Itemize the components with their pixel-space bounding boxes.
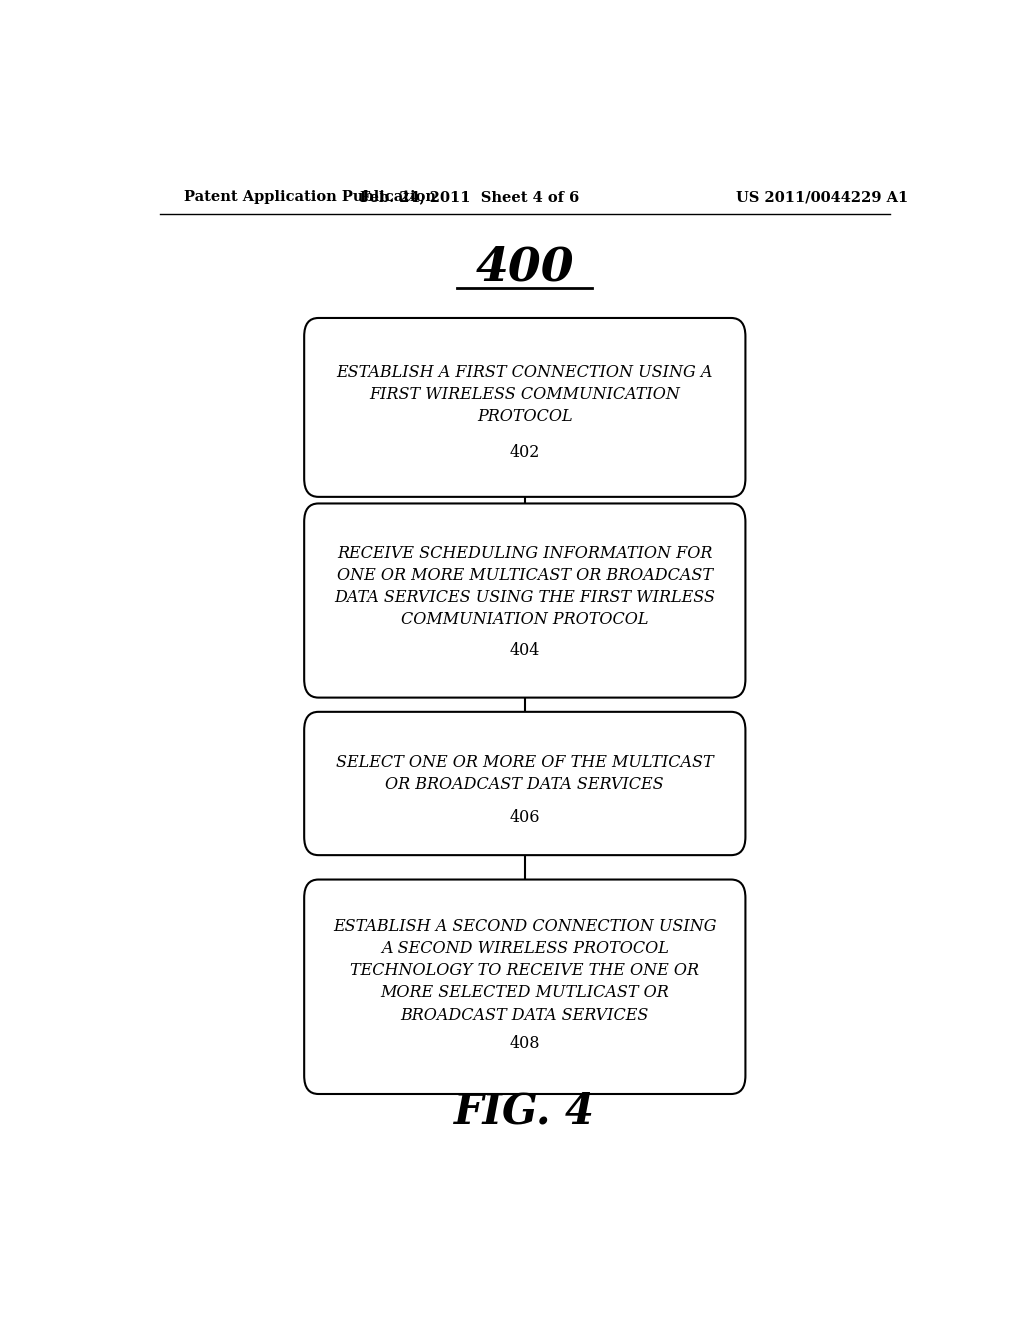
- Text: ESTABLISH A SECOND CONNECTION USING
A SECOND WIRELESS PROTOCOL
TECHNOLOGY TO REC: ESTABLISH A SECOND CONNECTION USING A SE…: [333, 917, 717, 1023]
- Text: ESTABLISH A FIRST CONNECTION USING A
FIRST WIRELESS COMMUNICATION
PROTOCOL: ESTABLISH A FIRST CONNECTION USING A FIR…: [337, 364, 713, 425]
- FancyBboxPatch shape: [304, 711, 745, 855]
- Text: RECEIVE SCHEDULING INFORMATION FOR
ONE OR MORE MULTICAST OR BROADCAST
DATA SERVI: RECEIVE SCHEDULING INFORMATION FOR ONE O…: [334, 545, 716, 628]
- Text: 402: 402: [510, 445, 540, 462]
- Text: 406: 406: [510, 809, 540, 826]
- Text: Feb. 24, 2011  Sheet 4 of 6: Feb. 24, 2011 Sheet 4 of 6: [359, 190, 579, 205]
- Text: Patent Application Publication: Patent Application Publication: [183, 190, 435, 205]
- FancyBboxPatch shape: [304, 879, 745, 1094]
- Text: 404: 404: [510, 643, 540, 660]
- Text: 408: 408: [510, 1035, 540, 1052]
- FancyBboxPatch shape: [304, 503, 745, 697]
- FancyBboxPatch shape: [304, 318, 745, 496]
- Text: 400: 400: [475, 244, 574, 290]
- Text: US 2011/0044229 A1: US 2011/0044229 A1: [736, 190, 908, 205]
- Text: SELECT ONE OR MORE OF THE MULTICAST
OR BROADCAST DATA SERVICES: SELECT ONE OR MORE OF THE MULTICAST OR B…: [336, 754, 714, 793]
- Text: FIG. 4: FIG. 4: [455, 1090, 595, 1133]
